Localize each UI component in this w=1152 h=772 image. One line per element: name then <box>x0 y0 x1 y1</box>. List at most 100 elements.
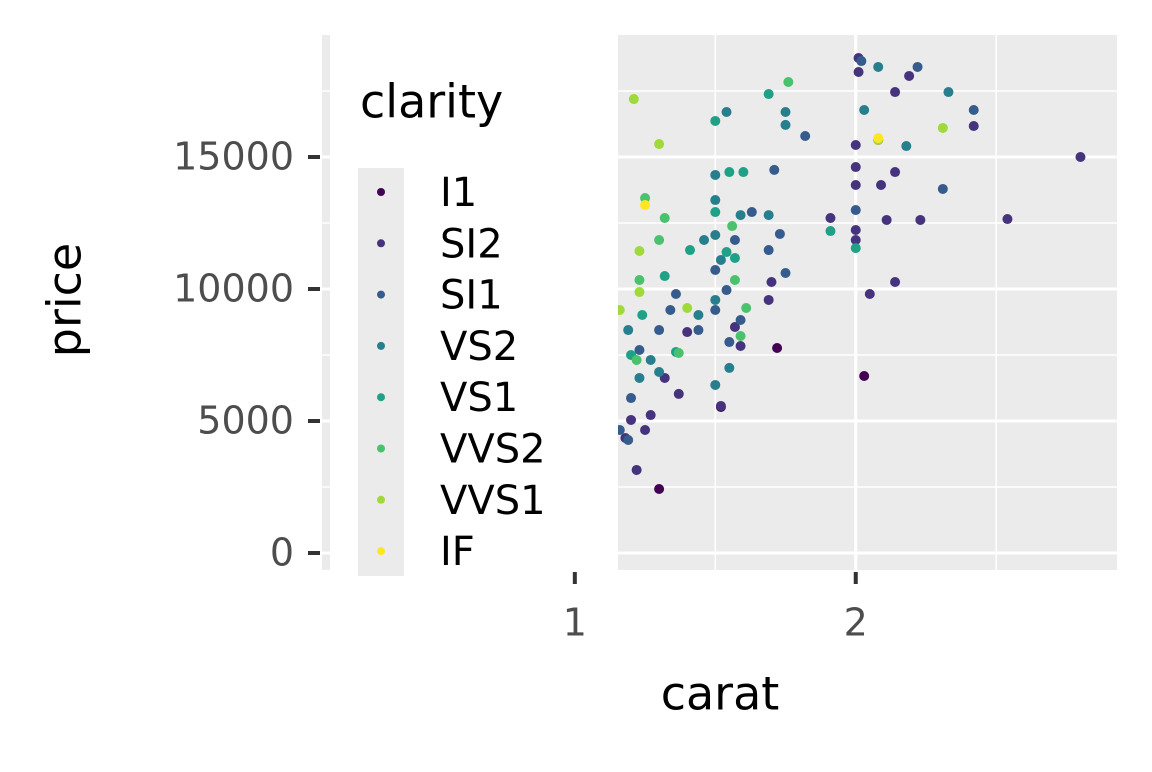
point <box>850 139 861 150</box>
point <box>741 303 752 314</box>
point <box>729 322 740 333</box>
point <box>623 435 634 446</box>
point <box>881 214 892 225</box>
point <box>783 77 794 88</box>
point <box>780 119 791 130</box>
legend-title: clarity <box>360 75 503 129</box>
point <box>864 289 875 300</box>
point <box>670 289 681 300</box>
point <box>735 330 746 341</box>
point <box>634 275 645 286</box>
point <box>710 294 721 305</box>
point <box>634 245 645 256</box>
point <box>780 106 791 117</box>
point <box>850 205 861 216</box>
x-axis-title: carat <box>661 667 780 721</box>
point <box>943 87 954 98</box>
legend-label: VVS1 <box>440 478 546 524</box>
point <box>721 247 732 258</box>
point <box>766 277 777 288</box>
legend-label: I1 <box>440 170 477 216</box>
point <box>780 268 791 279</box>
point <box>1075 151 1086 162</box>
legend-swatch <box>377 341 385 350</box>
point <box>825 212 836 223</box>
point <box>735 315 746 326</box>
point <box>735 341 746 352</box>
point <box>800 131 811 142</box>
point <box>634 372 645 383</box>
point <box>637 310 648 321</box>
legend-swatch <box>377 290 385 299</box>
point <box>640 200 651 211</box>
x-tick-label: 1 <box>563 601 587 645</box>
point <box>659 271 670 282</box>
point <box>710 115 721 126</box>
point <box>735 210 746 221</box>
point <box>915 214 926 225</box>
point <box>626 393 637 404</box>
point <box>850 179 861 190</box>
point <box>968 105 979 116</box>
point <box>876 179 887 190</box>
legend-label: VVS2 <box>440 427 546 473</box>
y-tick-label: 0 <box>270 530 294 574</box>
point <box>640 424 651 435</box>
x-tick-label: 2 <box>844 601 868 645</box>
y-tick-label: 5000 <box>197 398 294 442</box>
point <box>890 87 901 98</box>
point <box>901 141 912 152</box>
legend-label: IF <box>440 529 475 575</box>
y-tick-label: 10000 <box>173 266 294 310</box>
point <box>729 235 740 246</box>
point <box>682 303 693 314</box>
point <box>850 235 861 246</box>
point <box>890 167 901 178</box>
point <box>715 400 726 411</box>
legend-label: VS2 <box>440 324 518 370</box>
point <box>937 183 948 194</box>
point <box>763 210 774 221</box>
point <box>724 167 735 178</box>
point <box>763 294 774 305</box>
point <box>673 348 684 359</box>
point <box>623 325 634 336</box>
legend-label: SI1 <box>440 273 503 319</box>
point <box>645 355 656 366</box>
legend-label: SI2 <box>440 221 503 267</box>
point <box>715 254 726 265</box>
point <box>724 362 735 373</box>
point <box>873 132 884 143</box>
point <box>850 224 861 235</box>
point <box>738 167 749 178</box>
point <box>856 56 867 67</box>
legend-swatch <box>377 547 385 556</box>
legend-swatch <box>377 393 385 402</box>
point <box>634 287 645 298</box>
point <box>890 277 901 288</box>
point <box>710 169 721 180</box>
point <box>654 484 665 495</box>
point <box>626 414 637 425</box>
legend-swatch <box>377 495 385 504</box>
point <box>904 70 915 81</box>
point <box>654 235 665 246</box>
point <box>659 212 670 223</box>
point <box>710 264 721 275</box>
point <box>631 464 642 475</box>
point <box>654 367 665 378</box>
legend-swatch <box>377 188 385 196</box>
point <box>912 61 923 72</box>
point <box>710 230 721 241</box>
point <box>825 226 836 237</box>
legend-keys <box>358 168 404 576</box>
point <box>645 410 656 421</box>
point <box>859 370 870 381</box>
point <box>763 89 774 100</box>
point <box>859 105 870 116</box>
point <box>729 252 740 263</box>
point <box>853 66 864 77</box>
point <box>721 106 732 117</box>
point <box>763 245 774 256</box>
